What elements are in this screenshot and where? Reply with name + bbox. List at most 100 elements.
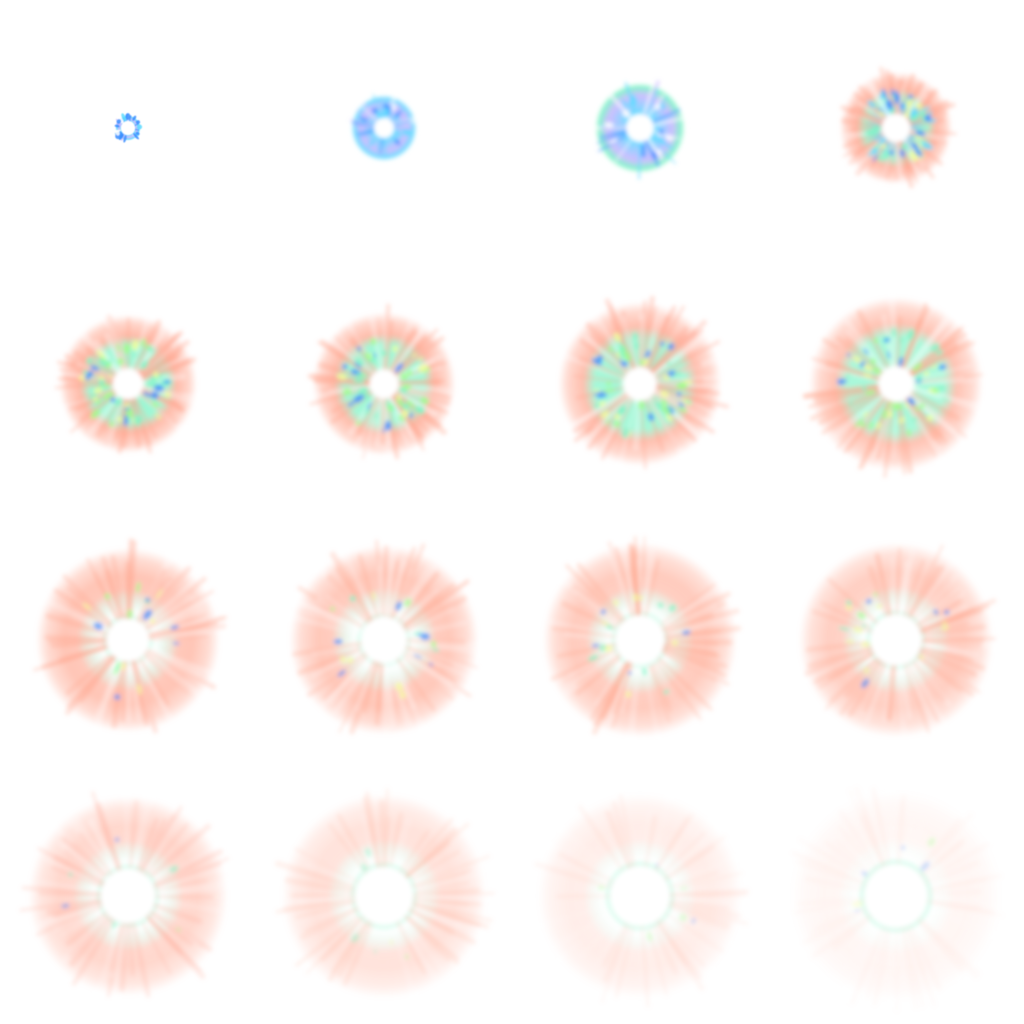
explosion-frame-2: [256, 0, 512, 256]
explosion-frame-8-streak: [910, 364, 972, 382]
explosion-frame-15-streak: [602, 918, 630, 968]
explosion-frame-9-streak: [146, 589, 214, 631]
explosion-frame-13-streak: [71, 915, 118, 986]
explosion-frame-10-streak: [385, 659, 396, 726]
explosion-frame-14-streak: [304, 853, 357, 882]
explosion-frame-2-speck: [394, 139, 401, 146]
explosion-frame-1-streak: [115, 122, 123, 127]
explosion-frame-10-streak: [290, 596, 364, 633]
explosion-frame-12-speck: [861, 678, 869, 689]
explosion-frame-7-speck: [673, 371, 683, 376]
explosion-frame-12-streak: [914, 590, 962, 627]
explosion-frame-13-speck: [175, 927, 181, 932]
explosion-frame-7-speck: [598, 401, 606, 407]
explosion-frame-10-core: [361, 617, 407, 663]
explosion-frame-4-speck: [909, 150, 918, 162]
explosion-frame-5-speck: [152, 401, 159, 408]
explosion-frame-1-speck: [132, 133, 140, 140]
explosion-frame-8-speck: [898, 419, 901, 424]
explosion-frame-10-streak: [378, 565, 385, 616]
explosion-frame-1: [0, 0, 256, 256]
explosion-frame-12-speck: [873, 592, 878, 597]
explosion-frame-10-streak: [401, 582, 456, 627]
explosion-frame-3-speck: [654, 103, 661, 110]
explosion-frame-8-streak: [913, 373, 984, 384]
explosion-frame-16-streak: [849, 926, 885, 1005]
explosion-frame-12-streak: [904, 661, 943, 739]
explosion-frame-10-speck: [413, 654, 422, 659]
explosion-frame-4-core: [881, 113, 911, 143]
explosion-frame-8-speck: [919, 403, 925, 409]
explosion-frame-14-streak: [405, 902, 483, 936]
explosion-frame-7-speck: [660, 341, 665, 347]
explosion-frame-7-streak: [573, 393, 630, 443]
explosion-frame-11-streak: [572, 589, 618, 624]
explosion-frame-6: [256, 256, 512, 512]
explosion-frame-9-core: [106, 618, 150, 662]
explosion-frame-7-speck: [679, 406, 688, 413]
explosion-frame-8-streak: [896, 402, 907, 475]
explosion-frame-8-speck: [930, 343, 940, 352]
explosion-frame-12-streak: [863, 661, 888, 712]
explosion-frame-5-speck: [98, 376, 105, 380]
explosion-frame-15-streak: [670, 874, 720, 891]
explosion-frame-3-speck: [665, 134, 674, 141]
explosion-frame-9-streak: [67, 586, 115, 629]
explosion-frame-8-speck: [846, 353, 851, 357]
explosion-frame-9-speck: [170, 625, 179, 630]
explosion-frame-13-streak: [118, 921, 129, 992]
explosion-frame-14-streak: [410, 865, 461, 887]
explosion-frame-10-speck: [432, 648, 440, 652]
explosion-frame-7-speck: [655, 401, 664, 410]
explosion-frame-10-streak: [362, 657, 381, 713]
explosion-frame-10-streak: [326, 574, 372, 626]
explosion-frame-7-speck: [660, 399, 668, 406]
explosion-frame-13-streak: [79, 832, 115, 879]
explosion-frame-14-speck: [404, 954, 409, 960]
explosion-frame-8-speck: [940, 397, 952, 402]
explosion-frame-11-streak: [657, 656, 713, 711]
explosion-frame-7-speck: [593, 389, 600, 393]
explosion-frame-14-streak: [394, 918, 427, 974]
explosion-frame-15-speck: [646, 931, 653, 942]
explosion-frame-14: [256, 768, 512, 1024]
explosion-frame-8-streak: [846, 397, 887, 453]
explosion-frame-13-streak: [128, 799, 139, 869]
explosion-frame-11-speck: [613, 599, 619, 606]
explosion-frame-9-streak: [112, 661, 125, 715]
explosion-frame-7-speck: [623, 351, 631, 362]
explosion-frame-12-streak: [899, 561, 911, 614]
explosion-frame-1-core: [120, 120, 136, 136]
explosion-frame-7-speck: [622, 427, 629, 439]
explosion-frame-5-streak: [136, 390, 178, 425]
explosion-frame-4-streak: [895, 139, 905, 188]
explosion-frame-3-streak: [644, 138, 660, 167]
explosion-frame-5-speck: [87, 394, 99, 400]
explosion-frame-4-speck: [888, 150, 894, 155]
explosion-frame-5-speck: [86, 357, 93, 364]
explosion-frame-5-speck: [126, 408, 133, 419]
explosion-frame-10-streak: [297, 647, 362, 676]
explosion-frame-13-streak: [39, 880, 104, 894]
explosion-frame-6-speck: [406, 400, 414, 407]
explosion-frame-11-streak: [661, 586, 722, 627]
explosion-frame-8-speck: [898, 356, 904, 368]
explosion-frame-8-speck: [907, 397, 916, 406]
explosion-frame-6-core: [369, 369, 399, 399]
explosion-frame-8-core: [878, 366, 914, 402]
explosion-frame-15-streak: [663, 824, 721, 876]
explosion-frame-15-streak: [669, 898, 730, 911]
explosion-frame-7-streak: [579, 338, 628, 376]
explosion-frame-3-streak: [645, 88, 659, 115]
explosion-frame-7-streak: [573, 374, 622, 383]
explosion-frame-8-graphic: [802, 296, 988, 478]
explosion-frame-16-streak: [917, 916, 981, 977]
explosion-frame-6-speck: [342, 364, 348, 370]
explosion-frame-4-speck: [914, 148, 923, 158]
explosion-frame-4-streak: [907, 117, 945, 128]
explosion-frame-5-streak: [130, 395, 153, 454]
explosion-frame-7-speck: [618, 349, 625, 359]
explosion-frame-12-speck: [918, 654, 925, 659]
explosion-frame-9-streak: [135, 656, 171, 719]
explosion-frame-7-speck: [619, 344, 626, 353]
